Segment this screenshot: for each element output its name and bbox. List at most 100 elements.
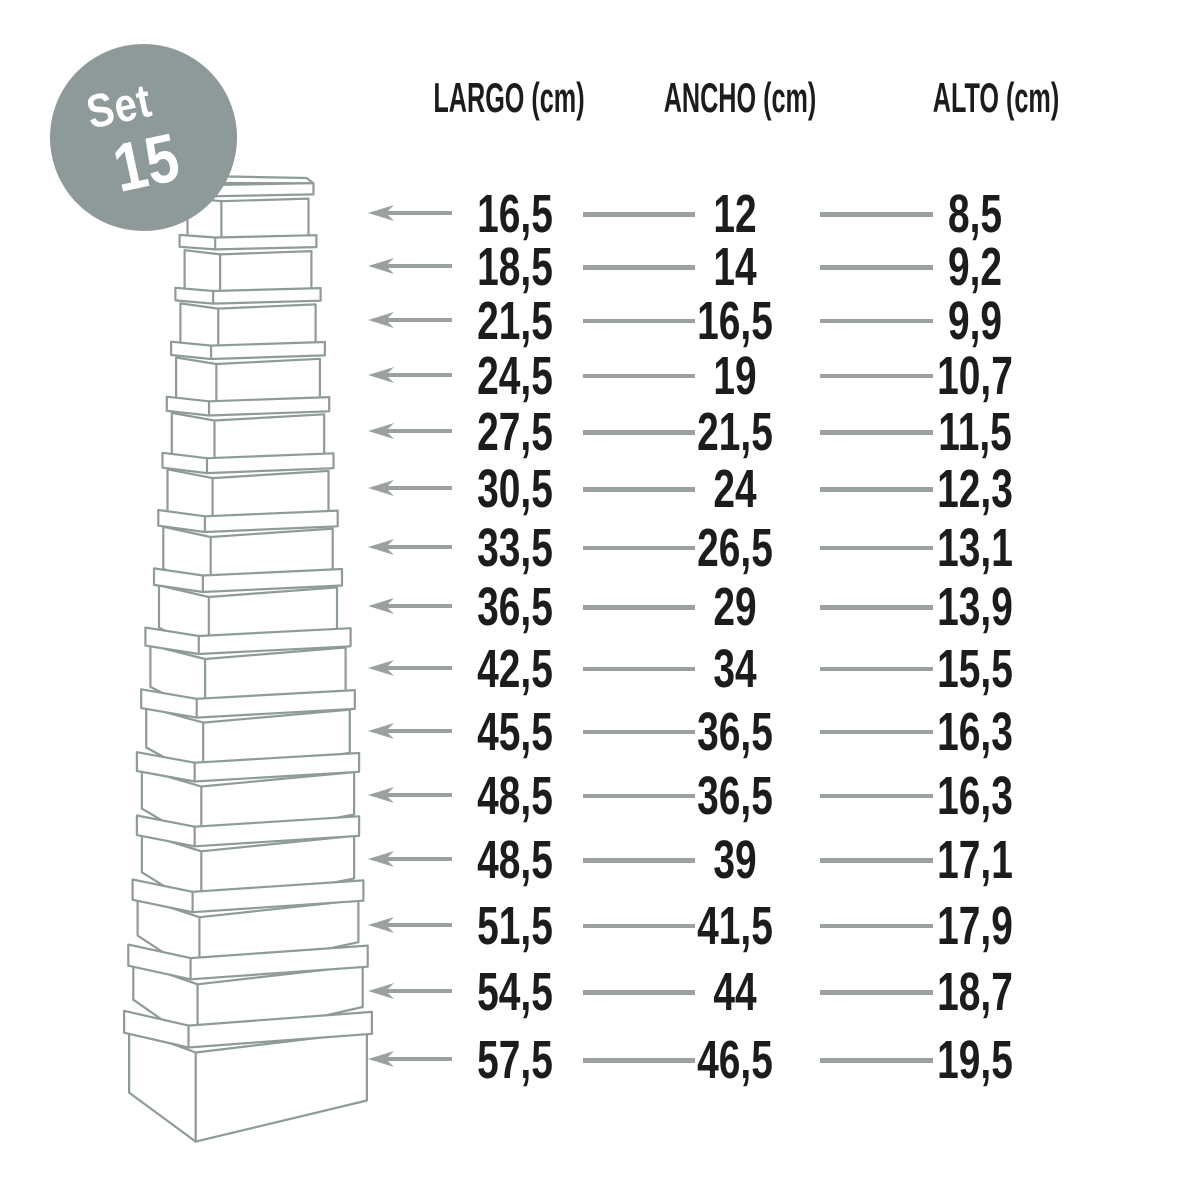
left-arrow-icon	[368, 205, 452, 222]
ancho-value: 34	[713, 638, 757, 699]
connector-line	[820, 1058, 933, 1063]
left-arrow-icon	[368, 916, 452, 933]
dimension-row: 45,5 36,5 16,3	[0, 701, 1100, 762]
left-arrow-icon	[368, 983, 452, 1000]
largo-value: 48,5	[477, 765, 553, 826]
ancho-value: 36,5	[697, 765, 773, 826]
set-badge-count: 15	[107, 119, 187, 207]
connector-line	[583, 212, 695, 217]
alto-value: 10,7	[937, 345, 1013, 406]
left-arrow-icon	[368, 480, 452, 497]
alto-value: 9,9	[947, 290, 1003, 351]
alto-value: 15,5	[937, 638, 1013, 699]
left-arrow-icon	[368, 258, 452, 275]
alto-value: 11,5	[938, 402, 1012, 463]
connector-line	[583, 265, 695, 270]
connector-line	[583, 666, 695, 672]
header-ancho: ANCHO (cm)	[663, 74, 817, 121]
connector-line	[820, 545, 933, 551]
connector-line	[820, 265, 933, 270]
alto-value: 19,5	[937, 1030, 1013, 1091]
dimension-row: 27,5 21,5 11,5	[0, 402, 1100, 463]
dimension-row: 54,5 44 18,7	[0, 962, 1100, 1023]
ancho-value: 21,5	[697, 402, 773, 463]
ancho-value: 46,5	[697, 1030, 773, 1091]
dimension-row: 24,5 19 10,7	[0, 345, 1100, 406]
dimension-row: 57,5 46,5 19,5	[0, 1030, 1100, 1091]
alto-value: 16,3	[937, 765, 1013, 826]
connector-line	[583, 430, 695, 435]
connector-line	[583, 923, 695, 929]
dimension-row: 18,5 14 9,2	[0, 237, 1100, 298]
left-arrow-icon	[368, 423, 452, 440]
connector-line	[583, 1058, 695, 1063]
connector-line	[583, 318, 695, 324]
alto-value: 8,5	[947, 184, 1003, 245]
ancho-value: 41,5	[697, 895, 773, 956]
largo-value: 45,5	[477, 701, 553, 762]
connector-line	[583, 545, 695, 551]
left-arrow-icon	[368, 1051, 452, 1068]
largo-value: 33,5	[477, 517, 553, 578]
connector-line	[820, 318, 933, 324]
left-arrow-icon	[368, 538, 452, 555]
largo-value: 30,5	[477, 459, 553, 520]
dimension-row: 21,5 16,5 9,9	[0, 290, 1100, 351]
alto-value: 16,3	[937, 701, 1013, 762]
connector-line	[820, 605, 933, 610]
alto-value: 12,3	[937, 459, 1013, 520]
alto-value: 9,2	[947, 237, 1003, 298]
connector-line	[583, 793, 695, 799]
left-arrow-icon	[368, 366, 452, 383]
alto-value: 13,1	[937, 517, 1013, 578]
largo-value: 27,5	[477, 402, 553, 463]
ancho-value: 26,5	[697, 517, 773, 578]
largo-value: 48,5	[477, 830, 553, 891]
largo-value: 54,5	[477, 962, 553, 1023]
left-arrow-icon	[368, 598, 452, 615]
ancho-value: 44	[713, 962, 757, 1023]
left-arrow-icon	[368, 311, 452, 328]
dimension-row: 36,5 29 13,9	[0, 577, 1100, 638]
ancho-value: 36,5	[697, 701, 773, 762]
largo-value: 16,5	[477, 184, 553, 245]
largo-value: 51,5	[477, 895, 553, 956]
connector-line	[820, 793, 933, 799]
ancho-value: 29	[713, 577, 757, 638]
dimension-row: 33,5 26,5 13,1	[0, 517, 1100, 578]
set-badge-inner: Set 15	[82, 71, 193, 207]
connector-line	[583, 858, 695, 863]
header-largo: LARGO (cm)	[433, 74, 585, 121]
connector-line	[583, 729, 695, 735]
header-alto: ALTO (cm)	[932, 74, 1060, 121]
largo-value: 42,5	[477, 638, 553, 699]
ancho-value: 24	[713, 459, 757, 520]
left-arrow-icon	[368, 851, 452, 868]
alto-value: 18,7	[937, 962, 1013, 1023]
connector-line	[820, 212, 933, 217]
dimension-row: 16,5 12 8,5	[0, 184, 1100, 245]
dimension-row: 42,5 34 15,5	[0, 638, 1100, 699]
ancho-value: 14	[713, 237, 757, 298]
left-arrow-icon	[368, 722, 452, 739]
connector-line	[583, 373, 695, 379]
largo-value: 57,5	[477, 1030, 553, 1091]
connector-line	[583, 487, 695, 492]
ancho-value: 39	[713, 830, 757, 891]
alto-value: 13,9	[937, 577, 1013, 638]
set-badge: Set 15	[50, 44, 237, 231]
left-arrow-icon	[368, 659, 452, 676]
largo-value: 18,5	[477, 237, 553, 298]
dimension-row: 48,5 39 17,1	[0, 830, 1100, 891]
left-arrow-icon	[368, 786, 452, 803]
connector-line	[820, 666, 933, 672]
dimension-row: 48,5 36,5 16,3	[0, 765, 1100, 826]
ancho-value: 19	[713, 345, 757, 406]
ancho-value: 12	[713, 184, 757, 245]
connector-line	[820, 990, 933, 995]
connector-line	[820, 373, 933, 379]
connector-line	[820, 923, 933, 929]
